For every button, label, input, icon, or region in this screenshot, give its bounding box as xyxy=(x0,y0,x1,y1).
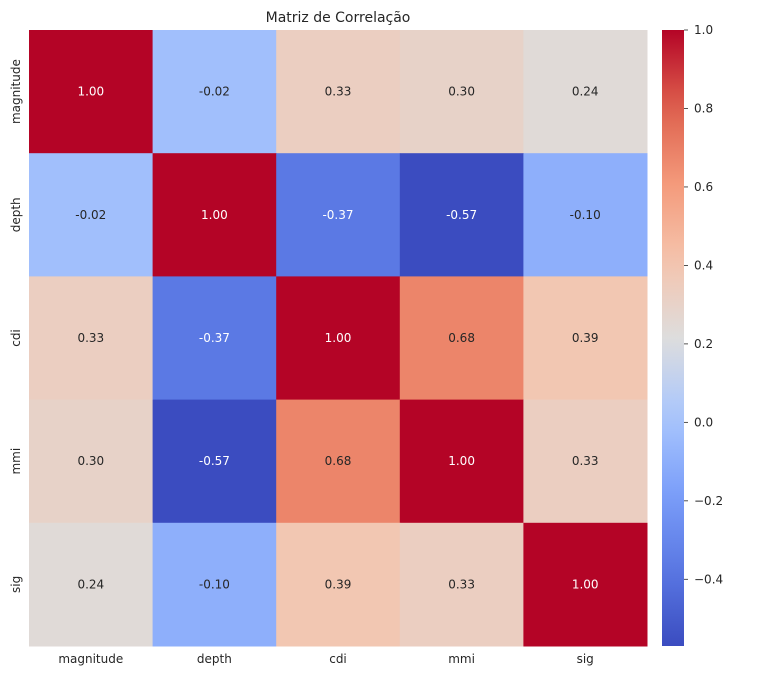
cell-value-label: 1.00 xyxy=(201,208,228,222)
cell-value-label: 1.00 xyxy=(448,454,475,468)
x-tick-label: depth xyxy=(197,652,232,666)
cell-value-label: 0.30 xyxy=(77,454,104,468)
cell-value-label: 0.68 xyxy=(448,331,475,345)
y-tick-label: magnitude xyxy=(9,59,23,124)
cell-value-label: -0.10 xyxy=(199,577,230,591)
heatmap-cell xyxy=(276,276,401,401)
y-tick-label: mmi xyxy=(9,448,23,475)
cell-value-label: 0.39 xyxy=(572,331,599,345)
cell-value-label: -0.37 xyxy=(322,208,353,222)
cell-value-label: 0.33 xyxy=(77,331,104,345)
cell-value-label: 1.00 xyxy=(572,577,599,591)
heatmap-cell xyxy=(152,30,277,154)
colorbar-tick-label: 0.2 xyxy=(694,337,713,351)
colorbar xyxy=(662,30,684,646)
heatmap-cell xyxy=(399,399,524,524)
colorbar-tick-label: 0.6 xyxy=(694,180,713,194)
heatmap-cell xyxy=(29,399,154,524)
cell-value-label: 0.33 xyxy=(572,454,599,468)
heatmap-cell xyxy=(152,522,277,647)
heatmap-cell xyxy=(29,30,154,154)
colorbar-tick-label: 0.0 xyxy=(694,415,713,429)
cell-value-label: -0.37 xyxy=(199,331,230,345)
colorbar-tick-label: −0.4 xyxy=(694,572,723,586)
cell-value-label: -0.57 xyxy=(446,208,477,222)
heatmap-cell xyxy=(276,30,401,154)
heatmap-cell xyxy=(523,276,648,401)
cell-value-label: 0.68 xyxy=(325,454,352,468)
x-tick-label: mmi xyxy=(448,652,475,666)
heatmap-cell xyxy=(152,153,277,277)
heatmap-cell xyxy=(523,153,648,277)
cell-value-label: 0.24 xyxy=(77,577,104,591)
cell-value-label: -0.02 xyxy=(75,208,106,222)
heatmap-cell xyxy=(152,399,277,524)
x-tick-label: magnitude xyxy=(58,652,123,666)
heatmap-cell xyxy=(29,522,154,647)
y-tick-label: cdi xyxy=(9,329,23,347)
cell-value-label: 0.30 xyxy=(448,85,475,99)
heatmap-cell xyxy=(29,276,154,401)
colorbar-tick-label: 1.0 xyxy=(694,23,713,37)
heatmap-cell xyxy=(29,153,154,277)
y-tick-label: sig xyxy=(9,576,23,593)
cell-value-label: -0.10 xyxy=(570,208,601,222)
heatmap-cell xyxy=(523,30,648,154)
heatmap-cell xyxy=(399,522,524,647)
x-tick-label: cdi xyxy=(329,652,347,666)
heatmap-cell xyxy=(399,30,524,154)
cell-value-label: -0.57 xyxy=(199,454,230,468)
colorbar-tick-label: 0.8 xyxy=(694,101,713,115)
cell-value-label: 0.24 xyxy=(572,85,599,99)
cell-value-label: 1.00 xyxy=(325,331,352,345)
colorbar-tick-label: 0.4 xyxy=(694,258,713,272)
cell-value-label: 0.33 xyxy=(448,577,475,591)
heatmap-cell xyxy=(276,522,401,647)
cell-value-label: 0.39 xyxy=(325,577,352,591)
heatmap-cell xyxy=(399,153,524,277)
x-tick-label: sig xyxy=(577,652,594,666)
cell-value-label: 0.33 xyxy=(325,85,352,99)
y-tick-label: depth xyxy=(9,197,23,232)
cell-value-label: -0.02 xyxy=(199,85,230,99)
heatmap-cell xyxy=(523,522,648,647)
cell-value-label: 1.00 xyxy=(77,85,104,99)
colorbar-tick-label: −0.2 xyxy=(694,494,723,508)
heatmap-cell xyxy=(276,153,401,277)
heatmap-cell xyxy=(276,399,401,524)
chart-title: Matriz de Correlação xyxy=(266,10,411,26)
heatmap-cell xyxy=(523,399,648,524)
heatmap-cell xyxy=(399,276,524,401)
heatmap-cell xyxy=(152,276,277,401)
